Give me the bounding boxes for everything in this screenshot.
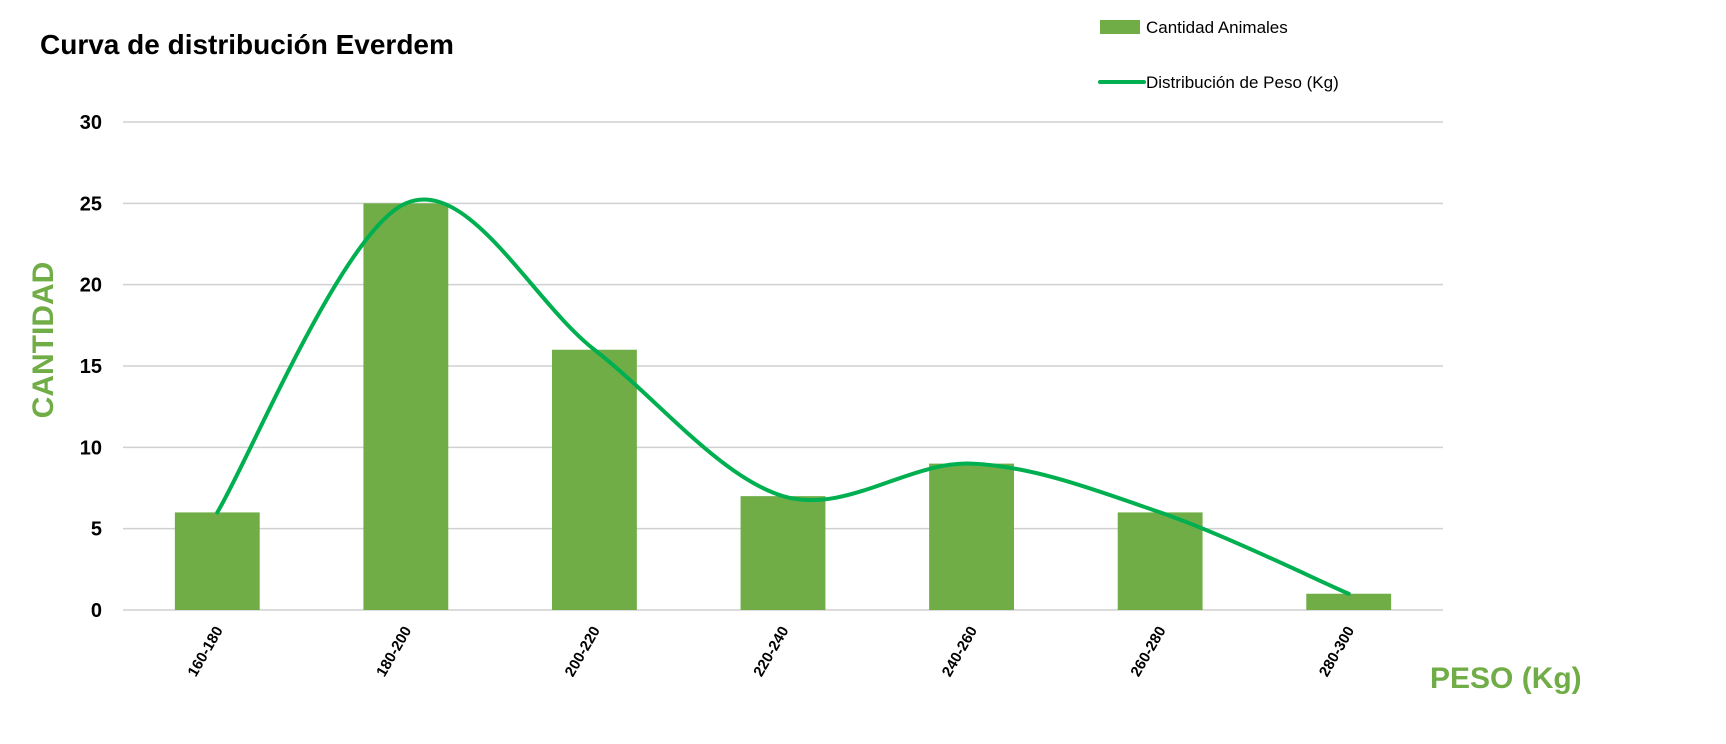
x-tick-label: 260-280: [1127, 624, 1169, 680]
bar-series: [174, 203, 1392, 611]
y-tick-label: 30: [80, 112, 102, 134]
x-axis-ticks: 160-180 180-200 200-220 220-240 240-260 260-2…: [184, 624, 1358, 680]
y-tick-label: 20: [80, 275, 102, 297]
legend: Cantidad Animales Distribución de Peso (…: [1098, 18, 1339, 92]
x-tick-label: 240-260: [939, 624, 981, 680]
x-tick-label: 160-180: [184, 624, 226, 680]
x-tick-label: 180-200: [373, 624, 415, 680]
bar-260-280: [1117, 512, 1203, 610]
distribution-curve: [215, 197, 1351, 596]
x-tick-label: 200-220: [562, 624, 604, 680]
bar-180-200: [363, 203, 449, 611]
legend-bar-swatch: [1100, 20, 1140, 34]
x-tick-label: 280-300: [1316, 624, 1358, 680]
y-tick-label: 15: [80, 356, 102, 378]
legend-line-label: Distribución de Peso (Kg): [1146, 73, 1339, 92]
y-axis-ticks: 0 5 10 15 20 25 30: [80, 112, 102, 622]
bar-160-180: [174, 512, 260, 610]
x-axis-title: PESO (Kg): [1430, 662, 1582, 695]
legend-bar-label: Cantidad Animales: [1146, 18, 1288, 37]
bar-200-220: [552, 349, 637, 610]
y-tick-label: 10: [80, 437, 102, 459]
y-tick-label: 5: [91, 519, 102, 541]
chart-title: Curva de distribución Everdem: [40, 29, 454, 60]
bar-220-240: [740, 496, 826, 610]
bar-280-300: [1306, 593, 1392, 610]
y-tick-label: 0: [91, 600, 102, 622]
y-axis-title: CANTIDAD: [27, 262, 60, 419]
bar-240-260: [929, 463, 1014, 610]
y-tick-label: 25: [80, 193, 102, 215]
x-tick-label: 220-240: [750, 624, 792, 680]
